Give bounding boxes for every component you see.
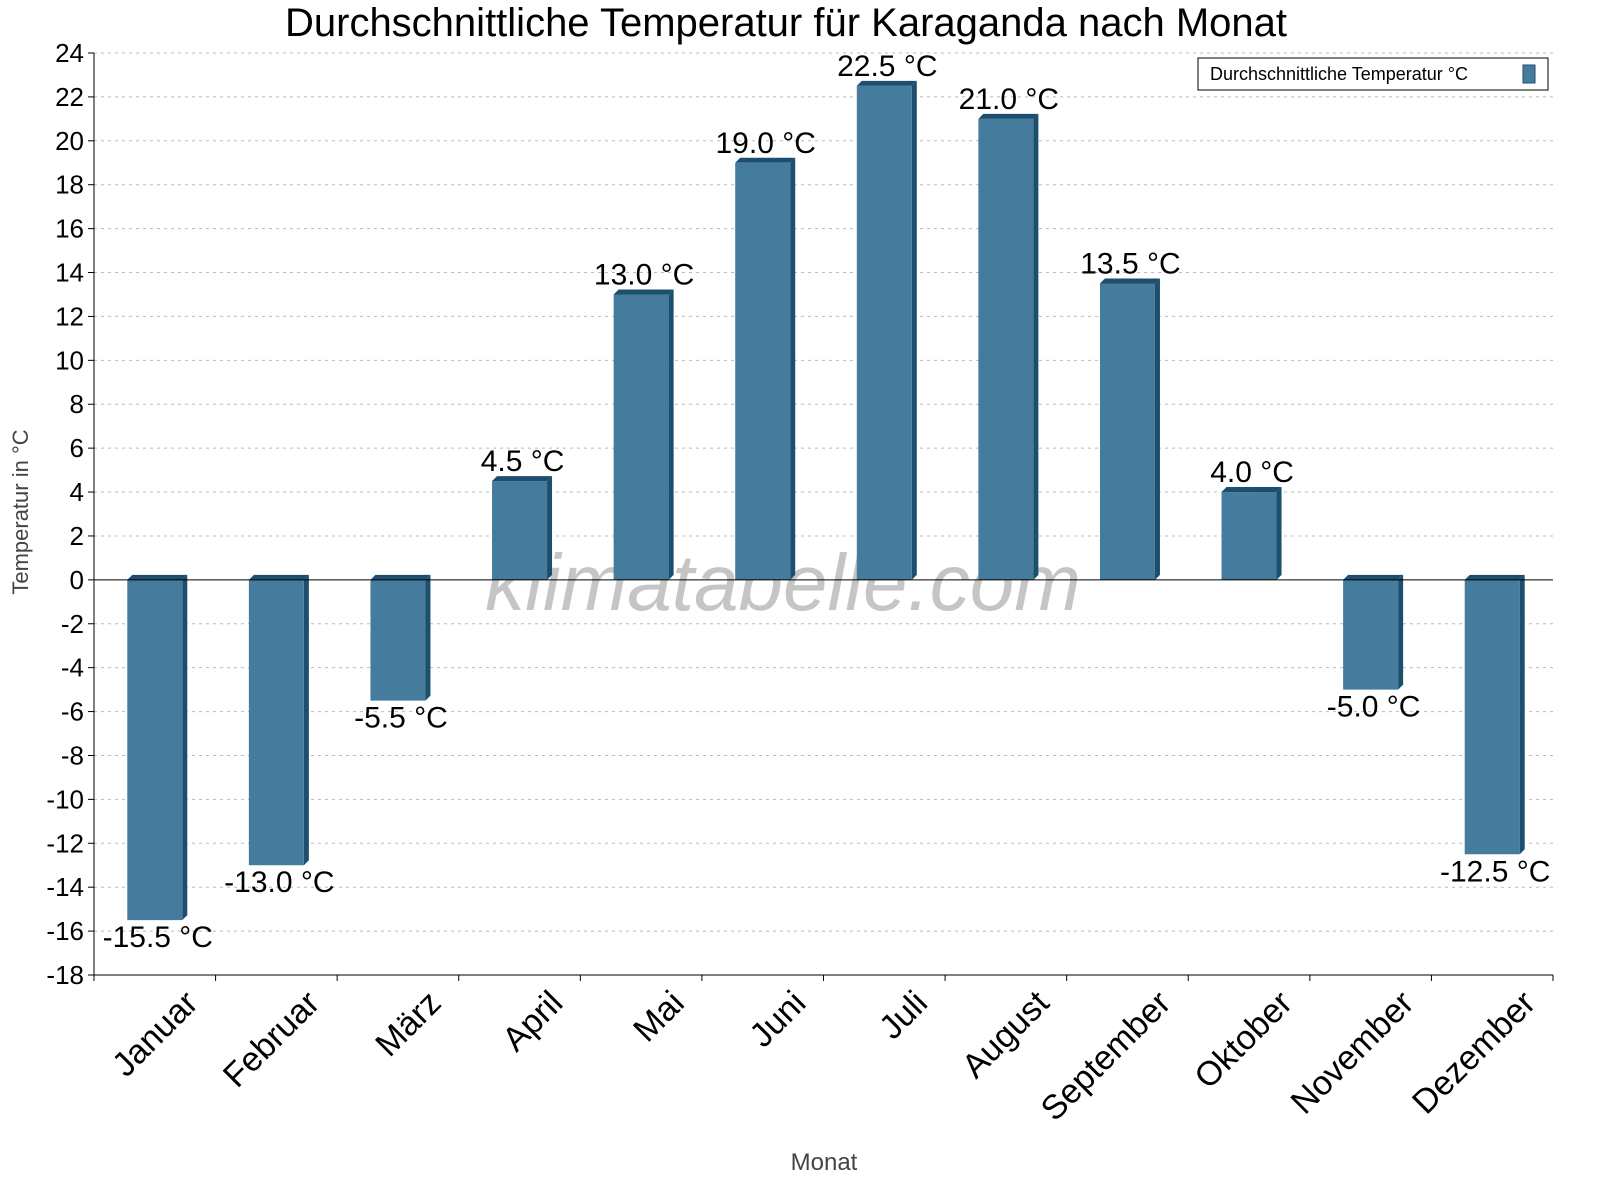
bar: [856, 85, 912, 580]
bar: [492, 481, 548, 580]
bar: [248, 579, 304, 866]
y-tick-label: -10: [46, 784, 84, 814]
y-tick-label: 4: [70, 477, 84, 507]
y-tick-label: -12: [46, 828, 84, 858]
x-tick-label: Januar: [105, 984, 205, 1084]
data-label: 4.5 °C: [481, 445, 565, 478]
x-tick-label: März: [368, 984, 448, 1064]
x-tick-label: Dezember: [1405, 984, 1543, 1122]
bar-side: [1154, 278, 1160, 580]
bar-top: [1099, 278, 1160, 284]
data-label: -13.0 °C: [224, 866, 334, 899]
y-tick-label: 10: [55, 345, 84, 375]
y-tick-label: -4: [61, 653, 84, 683]
x-tick-label: Juni: [742, 984, 813, 1055]
legend-label: Durchschnittliche Temperatur °C: [1210, 64, 1468, 84]
bar-top: [613, 289, 674, 295]
bar-side: [911, 80, 917, 580]
bar-side: [1033, 113, 1039, 580]
y-tick-label: -16: [46, 916, 84, 946]
x-tick-label: November: [1284, 984, 1422, 1122]
data-label: 13.5 °C: [1080, 248, 1180, 281]
y-tick-label: 8: [70, 389, 84, 419]
data-label: 21.0 °C: [959, 83, 1059, 116]
grid: [94, 52, 1553, 976]
x-tick-label: Oktober: [1187, 984, 1299, 1096]
bar: [735, 162, 791, 580]
chart-title: Durchschnittliche Temperatur für Karagan…: [285, 1, 1287, 45]
data-label: -12.5 °C: [1440, 855, 1550, 888]
y-tick-label: -8: [61, 740, 84, 770]
bar: [978, 118, 1034, 580]
x-tick-label: Mai: [626, 984, 692, 1050]
y-tick-label: -18: [46, 960, 84, 990]
legend[interactable]: Durchschnittliche Temperatur °C: [1197, 57, 1549, 91]
y-tick-label: 0: [70, 565, 84, 595]
bar-top: [1221, 487, 1282, 493]
y-tick-label: 2: [70, 521, 84, 551]
bar-side: [303, 574, 309, 866]
x-tick-label: April: [495, 984, 570, 1059]
data-label: -15.5 °C: [103, 921, 213, 954]
y-tick-label: 22: [55, 82, 84, 112]
bar-side: [182, 574, 188, 921]
bar-top: [248, 574, 309, 580]
bar-side: [790, 157, 796, 580]
bar: [370, 579, 426, 701]
bar: [613, 294, 669, 580]
data-label: -5.0 °C: [1327, 691, 1421, 724]
bar-side: [668, 289, 674, 580]
x-tick-label: Februar: [216, 984, 327, 1095]
data-label: 4.0 °C: [1210, 456, 1294, 489]
bar-side: [547, 476, 553, 580]
y-tick-label: 24: [55, 38, 84, 68]
data-label: 22.5 °C: [837, 50, 937, 83]
y-tick-label: 18: [55, 170, 84, 200]
bar-top: [1464, 574, 1525, 580]
bar-side: [425, 574, 431, 701]
bar: [1099, 283, 1155, 580]
y-tick-label: -6: [61, 697, 84, 727]
x-tick-label: Juli: [872, 984, 935, 1047]
y-tick-label: -14: [46, 872, 84, 902]
y-tick-label: 16: [55, 214, 84, 244]
bar: [127, 579, 183, 921]
y-tick-label: 12: [55, 301, 84, 331]
data-label: 19.0 °C: [716, 127, 816, 160]
bar: [1464, 579, 1520, 855]
x-tick-label: August: [955, 983, 1057, 1085]
y-axis-label: Temperatur in °C: [8, 429, 33, 594]
x-axis-label: Monat: [791, 1149, 858, 1176]
bars: -15.5 °C -13.0 °C -5.5 °C 4.5 °C 13.0 °C 19.0…: [103, 50, 1551, 954]
x-tick-label: September: [1034, 984, 1178, 1128]
bar-top: [1343, 574, 1404, 580]
bar-top: [978, 113, 1039, 119]
bar-top: [492, 476, 553, 482]
legend-swatch: [1522, 64, 1536, 84]
bar-top: [127, 574, 188, 580]
y-tick-label: -2: [61, 609, 84, 639]
data-label: -5.5 °C: [354, 702, 448, 735]
bar: [1343, 579, 1399, 690]
bar-side: [1398, 574, 1404, 690]
bar-top: [856, 80, 917, 86]
bar: [1221, 492, 1277, 580]
y-tick-label: 6: [70, 433, 84, 463]
bar-top: [735, 157, 796, 163]
y-tick-label: 20: [55, 126, 84, 156]
bar-side: [1519, 574, 1525, 855]
data-label: 13.0 °C: [594, 258, 694, 291]
bar-side: [1276, 487, 1282, 580]
y-tick-label: 14: [55, 258, 84, 288]
bar-top: [370, 574, 431, 580]
